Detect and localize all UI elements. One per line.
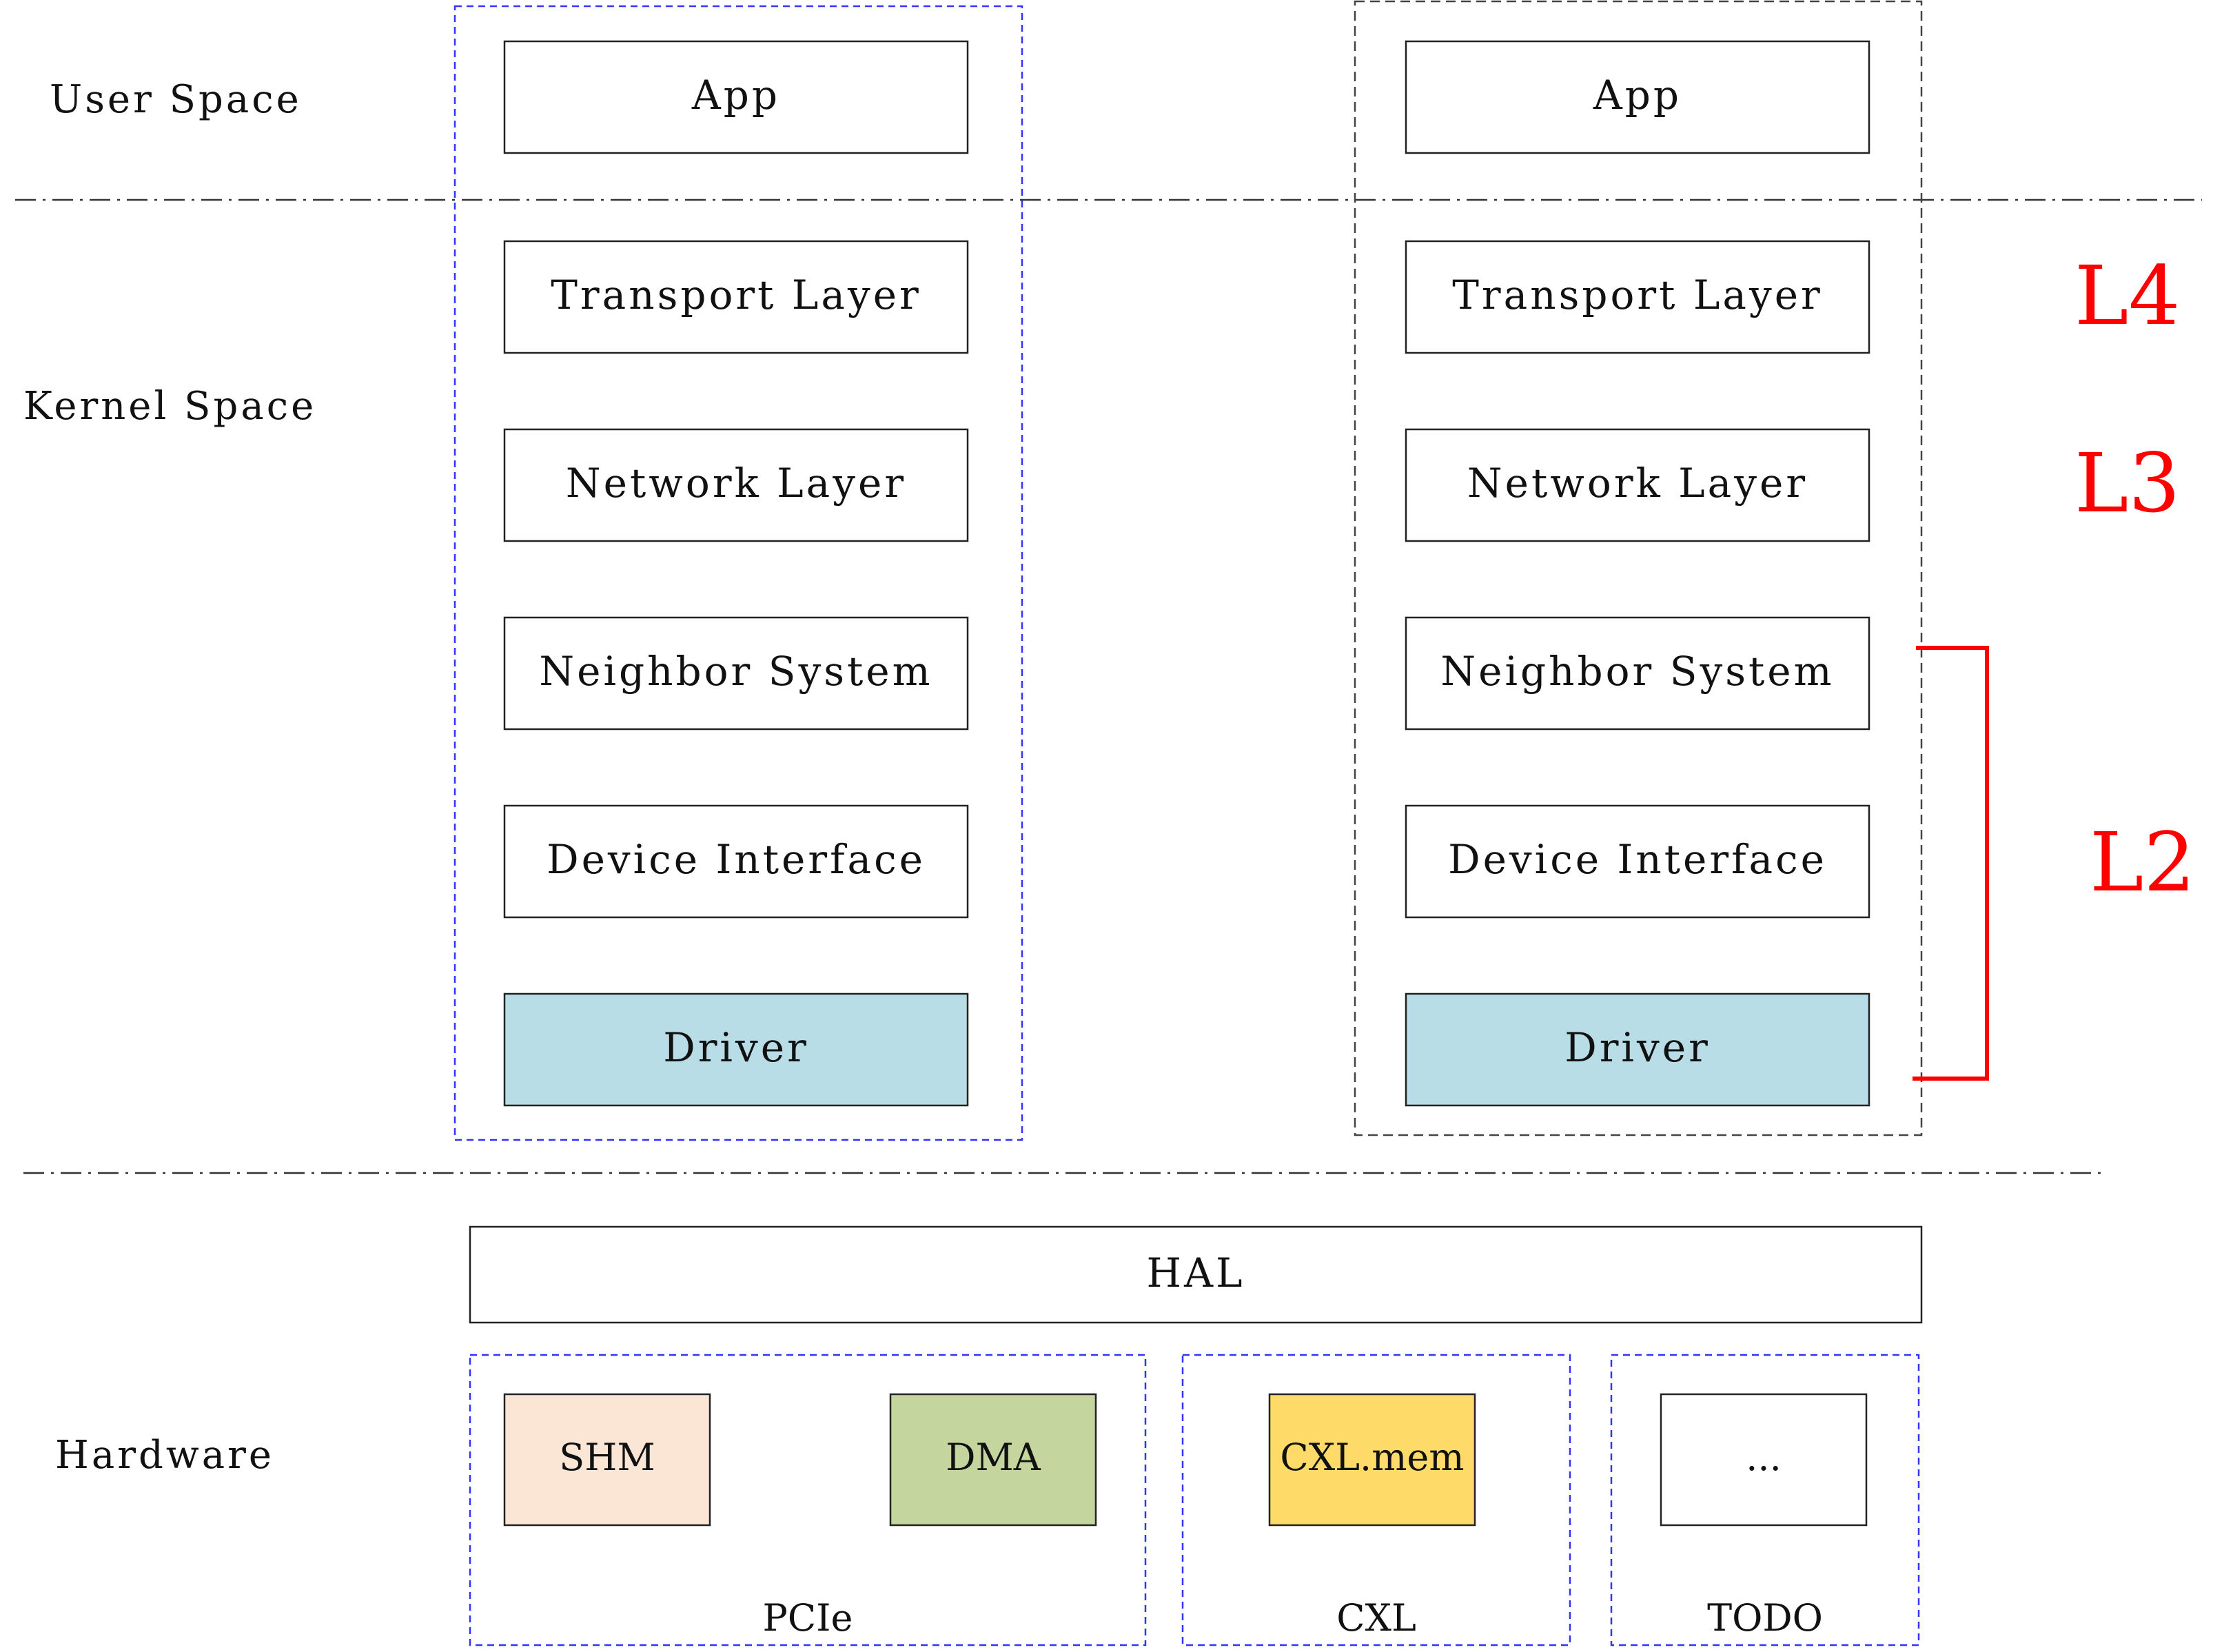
todo-item-label: ... — [1746, 1436, 1782, 1479]
left-neighbor-box — [503, 616, 969, 731]
left-stack-group — [453, 5, 1023, 1141]
right-device-interface-box — [1405, 804, 1870, 919]
hal-box — [469, 1225, 1923, 1324]
level-l3-label: L3 — [2074, 436, 2180, 531]
right-neighbor-label: Neighbor System — [1440, 648, 1834, 695]
left-device-interface-box — [503, 804, 969, 919]
left-app-box — [503, 40, 969, 154]
cxl-mem-label: CXL.mem — [1280, 1436, 1464, 1479]
todo-item-box — [1660, 1393, 1868, 1527]
hal-label: HAL — [1147, 1250, 1245, 1296]
left-driver-label: Driver — [663, 1024, 809, 1071]
todo-label: TODO — [1707, 1596, 1823, 1640]
dma-box — [889, 1393, 1097, 1527]
cxl-group — [1181, 1354, 1571, 1646]
cxl-label: CXL — [1336, 1596, 1416, 1640]
right-driver-box — [1405, 992, 1870, 1107]
left-network-label: Network Layer — [566, 460, 906, 507]
cxl-mem-box — [1268, 1393, 1476, 1527]
right-network-label: Network Layer — [1467, 460, 1808, 507]
right-network-box — [1405, 428, 1870, 542]
left-network-box — [503, 428, 969, 542]
right-transport-box — [1405, 240, 1870, 354]
user-space-label: User Space — [50, 77, 302, 122]
right-driver-label: Driver — [1564, 1024, 1711, 1071]
left-neighbor-label: Neighbor System — [539, 648, 932, 695]
left-driver-box — [503, 992, 969, 1107]
right-stack-group — [1354, 0, 1923, 1136]
level-l2-bracket — [1913, 646, 1989, 1081]
left-device-interface-label: Device Interface — [547, 836, 926, 883]
hardware-label: Hardware — [55, 1433, 274, 1478]
dma-label: DMA — [946, 1436, 1041, 1479]
level-l4-label: L4 — [2074, 248, 2180, 343]
pcie-label: PCIe — [763, 1596, 853, 1640]
level-l2-label: L2 — [2090, 815, 2195, 910]
right-stack: App Transport Layer Network Layer Neighb… — [1405, 40, 1870, 1107]
kernel-space-label: Kernel Space — [23, 384, 316, 429]
todo-group — [1610, 1354, 1920, 1646]
left-stack: App Transport Layer Network Layer Neighb… — [503, 40, 969, 1107]
left-transport-box — [503, 240, 969, 354]
pcie-group — [469, 1354, 1147, 1646]
left-transport-label: Transport Layer — [551, 272, 921, 318]
shm-label: SHM — [559, 1436, 655, 1479]
right-app-box — [1405, 40, 1870, 154]
right-neighbor-box — [1405, 616, 1870, 731]
right-device-interface-label: Device Interface — [1448, 836, 1827, 883]
right-transport-label: Transport Layer — [1452, 272, 1823, 318]
shm-box — [503, 1393, 711, 1527]
left-app-label: App — [691, 72, 780, 119]
right-app-label: App — [1593, 72, 1682, 119]
